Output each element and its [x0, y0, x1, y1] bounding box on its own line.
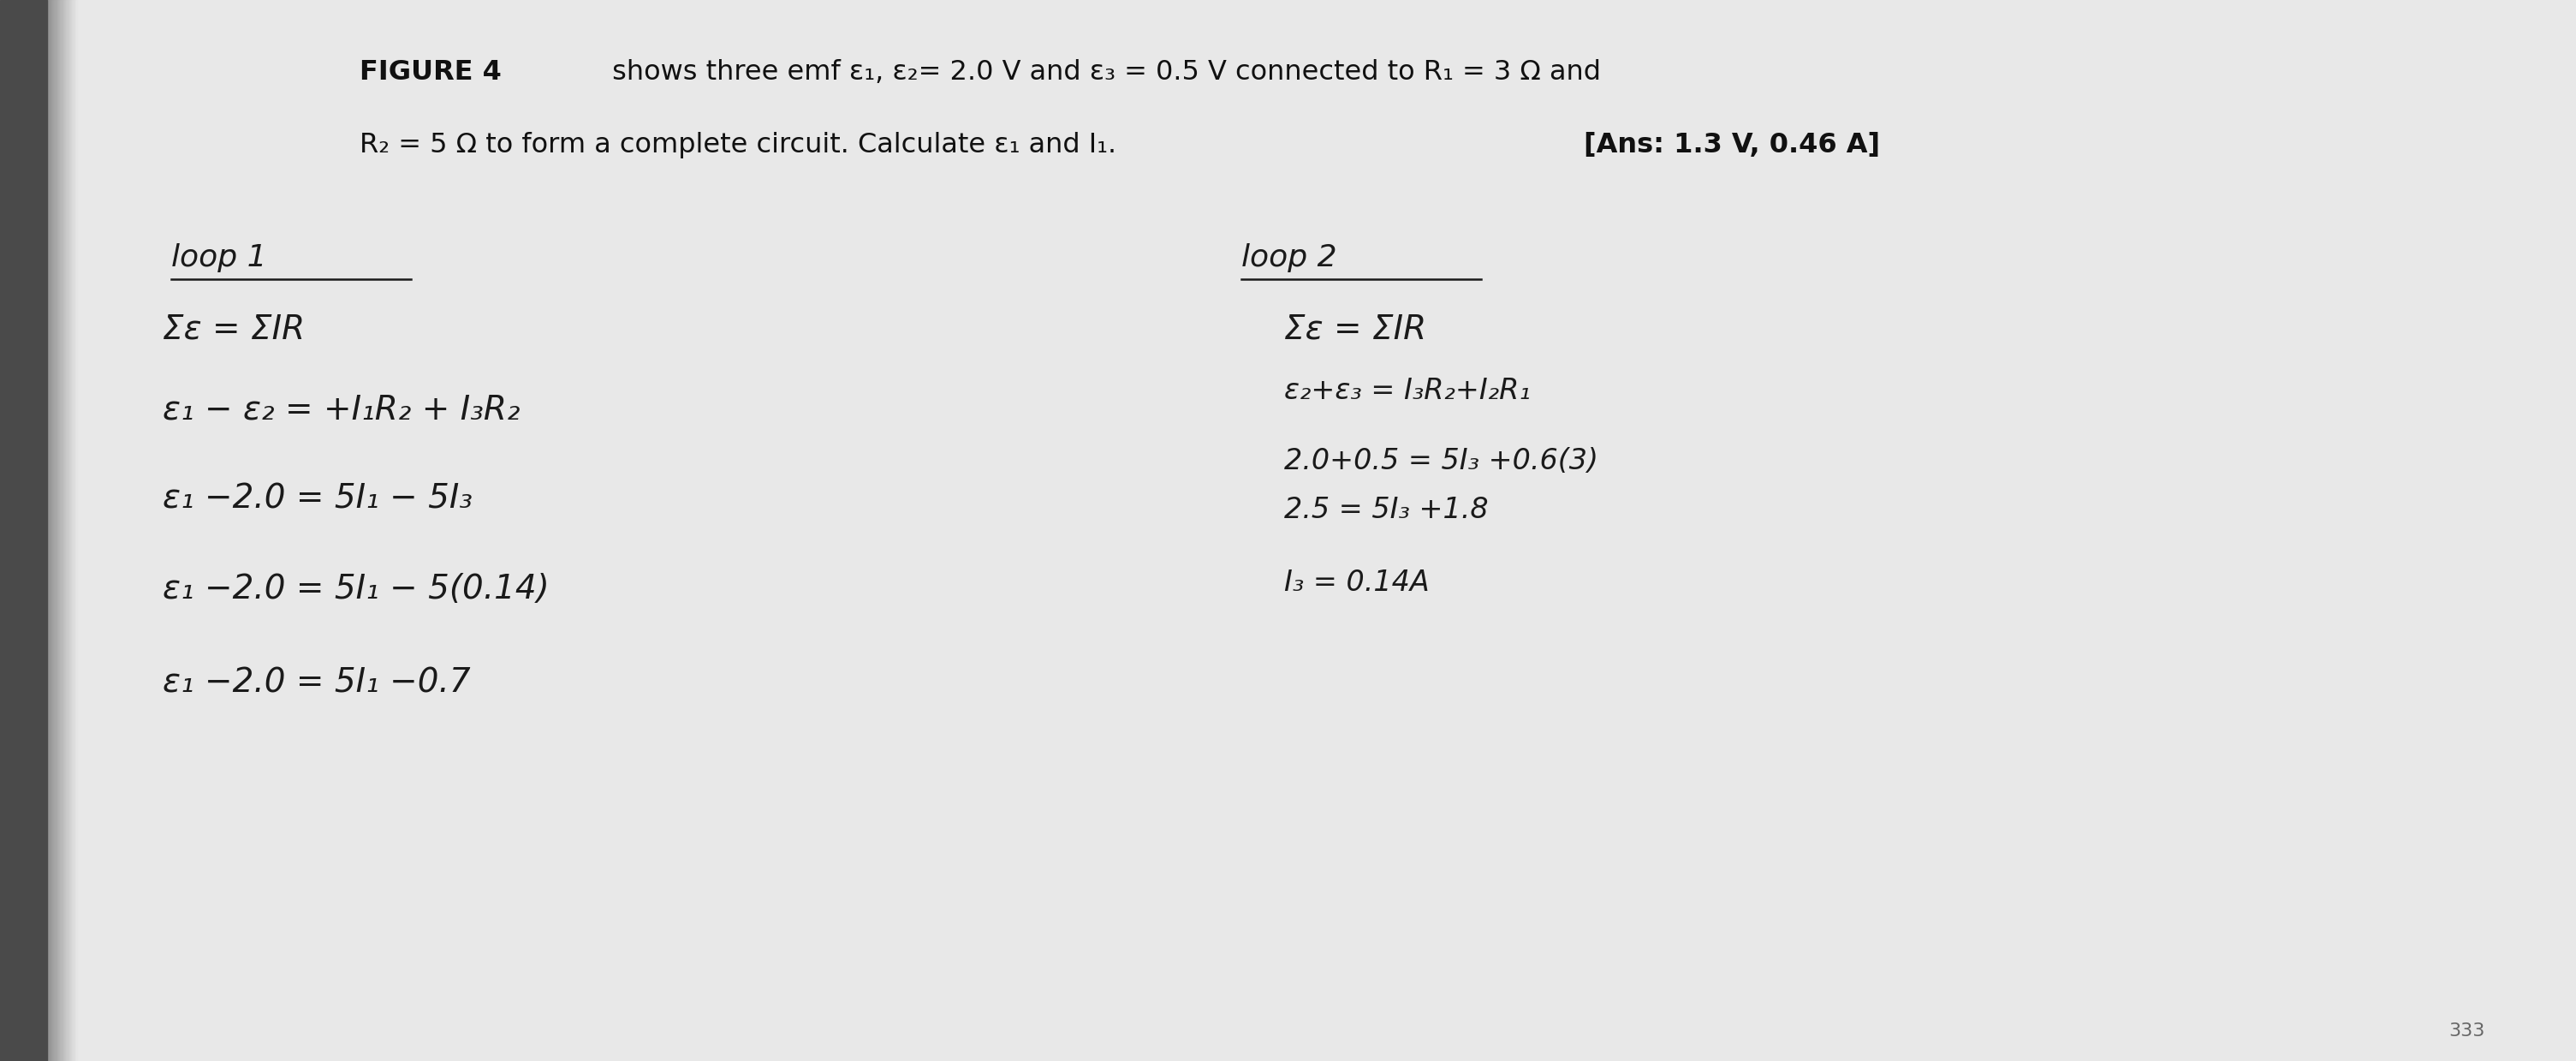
Text: ε₁ −2.0 = 5I₁ −0.7: ε₁ −2.0 = 5I₁ −0.7 [162, 666, 471, 699]
Text: Σε = ΣIR: Σε = ΣIR [162, 313, 304, 346]
Text: ε₁ − ε₂ = +I₁R₂ + I₃R₂: ε₁ − ε₂ = +I₁R₂ + I₃R₂ [162, 394, 520, 427]
Text: 333: 333 [2447, 1023, 2486, 1040]
Text: I₃ = 0.14A: I₃ = 0.14A [1285, 569, 1430, 596]
Text: 2.5 = 5I₃ +1.8: 2.5 = 5I₃ +1.8 [1285, 495, 1489, 524]
Text: loop 2: loop 2 [1242, 243, 1337, 273]
Text: shows three emf ε₁, ε₂= 2.0 V and ε₃ = 0.5 V connected to R₁ = 3 Ω and: shows three emf ε₁, ε₂= 2.0 V and ε₃ = 0… [603, 59, 1600, 86]
Bar [0, 0, 46, 1061]
Text: FIGURE 4: FIGURE 4 [361, 59, 502, 86]
Text: ε₁ −2.0 = 5I₁ − 5I₃: ε₁ −2.0 = 5I₁ − 5I₃ [162, 483, 471, 516]
Text: 2.0+0.5 = 5I₃ +0.6(3): 2.0+0.5 = 5I₃ +0.6(3) [1285, 447, 1597, 475]
Text: ε₂+ε₃ = I₃R₂+I₂R₁: ε₂+ε₃ = I₃R₂+I₂R₁ [1285, 377, 1530, 404]
Text: loop 1: loop 1 [170, 243, 268, 273]
Text: R₂ = 5 Ω to form a complete circuit. Calculate ε₁ and I₁.: R₂ = 5 Ω to form a complete circuit. Cal… [361, 132, 1115, 158]
Text: Σε = ΣIR: Σε = ΣIR [1285, 313, 1427, 346]
Text: [Ans: 1.3 V, 0.46 A]: [Ans: 1.3 V, 0.46 A] [1584, 132, 1880, 158]
Text: ε₁ −2.0 = 5I₁ − 5(0.14): ε₁ −2.0 = 5I₁ − 5(0.14) [162, 573, 549, 605]
